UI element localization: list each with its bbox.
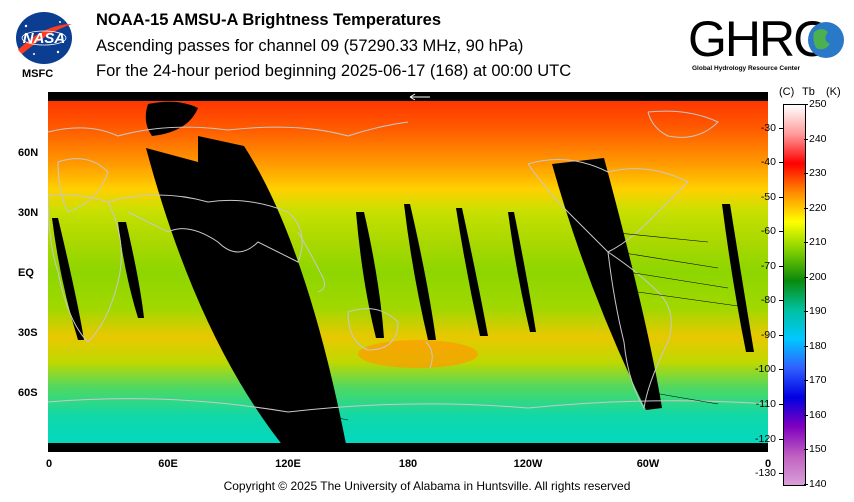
colorbar-tick-mark (804, 104, 808, 105)
colorbar-tick-mark (804, 380, 808, 382)
colorbar (783, 104, 806, 486)
no-data-band-bottom (48, 443, 768, 452)
colorbar-unit-tb: Tb (802, 86, 815, 98)
colorbar-kelvin-tick: 160 (809, 408, 827, 421)
colorbar-tick-mark (804, 414, 808, 416)
colorbar-kelvin-tick: 150 (809, 443, 827, 456)
colorbar-tick-mark (779, 265, 783, 267)
no-data-band-top (48, 92, 768, 101)
data-gap-pacific (146, 136, 346, 452)
colorbar-celsius-tick: -50 (760, 190, 776, 203)
lon-label: 120W (513, 458, 543, 470)
colorbar-tick-mark (779, 369, 783, 371)
colorbar-tick-mark (779, 196, 783, 198)
colorbar-celsius-tick: -100 (754, 363, 776, 376)
swath-gap (722, 204, 754, 352)
colorbar-unit-celsius: (C) (779, 86, 795, 98)
colorbar-kelvin-tick: 250 (809, 98, 827, 110)
colorbar-celsius-tick: -110 (755, 398, 776, 411)
nasa-caption: MSFC (22, 68, 54, 80)
colorbar-tick-mark (779, 404, 783, 406)
lat-label: 30S (18, 327, 38, 339)
colorbar-tick-mark (779, 162, 783, 164)
lon-label: 0 (45, 458, 53, 470)
swath-gap (508, 212, 536, 332)
page-title: NOAA-15 AMSU-A Brightness Temperatures (96, 11, 442, 29)
data-gap-polar (145, 101, 198, 136)
lat-label: 30N (18, 207, 39, 219)
colorbar-kelvin-tick: 180 (809, 339, 827, 352)
colorbar-tick-mark (779, 334, 783, 336)
colorbar-celsius-tick: -40 (760, 156, 776, 169)
lon-label: 120E (275, 458, 301, 470)
data-gap-americas (552, 158, 662, 410)
colorbar-kelvin-tick: 140 (809, 478, 827, 490)
colorbar-kelvin-tick: 170 (809, 374, 827, 387)
colorbar-kelvin-tick: 220 (809, 201, 827, 214)
lat-label: EQ (18, 267, 34, 279)
colorbar-celsius-tick: -80 (760, 294, 776, 307)
colorbar-kelvin-tick: 190 (809, 305, 827, 318)
colorbar-celsius-tick: -90 (760, 328, 776, 341)
lon-label: 0 (764, 458, 772, 470)
colorbar-tick-mark (779, 473, 783, 475)
colorbar-kelvin-tick: 240 (809, 132, 827, 145)
colorbar-kelvin-tick: 210 (809, 236, 827, 249)
colorbar-tick-mark (804, 449, 808, 451)
colorbar-tick-mark (804, 311, 808, 313)
colorbar-unit-kelvin: (K) (826, 86, 841, 98)
nasa-logo: NASA (14, 10, 74, 66)
colorbar-tick-mark (779, 127, 783, 129)
colorbar-tick-mark (779, 438, 783, 440)
swath-gap (52, 218, 84, 340)
lon-label: 60W (636, 458, 660, 470)
colorbar-tick-mark (779, 300, 783, 302)
page-subtitle: Ascending passes for channel 09 (57290.3… (96, 37, 524, 55)
warm-anomaly (358, 340, 478, 368)
colorbar-tick-mark (804, 345, 808, 347)
colorbar-celsius-tick: -60 (760, 225, 776, 238)
colorbar-celsius-tick: -130 (754, 467, 776, 480)
colorbar-tick-mark (804, 276, 808, 278)
swath-gap (356, 212, 384, 338)
coastlines (48, 110, 768, 413)
ghrc-logo: GHRC Global Hydrology Resource Center (688, 10, 848, 74)
nasa-logo-text: NASA (23, 30, 66, 47)
colorbar-kelvin-tick: 230 (809, 167, 827, 180)
lon-label: 180 (398, 458, 418, 470)
ghrc-logo-text: GHRC (688, 11, 828, 67)
lat-label: 60S (18, 387, 38, 399)
colorbar-celsius-tick: -70 (760, 259, 776, 272)
flight-direction-arrow (409, 93, 430, 101)
colorbar-tick-mark (804, 207, 808, 209)
colorbar-celsius-tick: -30 (760, 121, 776, 134)
ghrc-caption: Global Hydrology Resource Center (692, 65, 800, 72)
temperature-map (48, 92, 768, 452)
colorbar-tick-mark (804, 138, 808, 140)
colorbar-tick-mark (779, 231, 783, 233)
lat-label: 60N (18, 147, 39, 159)
swath-gap (404, 204, 436, 340)
colorbar-kelvin-tick: 200 (809, 270, 827, 283)
colorbar-tick-mark (804, 173, 808, 175)
copyright-text: Copyright © 2025 The University of Alaba… (223, 479, 631, 493)
period-text: For the 24-hour period beginning 2025-06… (96, 62, 572, 80)
colorbar-tick-mark (804, 484, 808, 485)
lon-label: 60E (158, 458, 178, 470)
orbit-trace-lines (307, 231, 739, 421)
colorbar-tick-mark (804, 242, 808, 244)
swath-gap (456, 208, 488, 336)
swath-gap (118, 222, 144, 318)
colorbar-celsius-tick: -120 (754, 432, 776, 445)
